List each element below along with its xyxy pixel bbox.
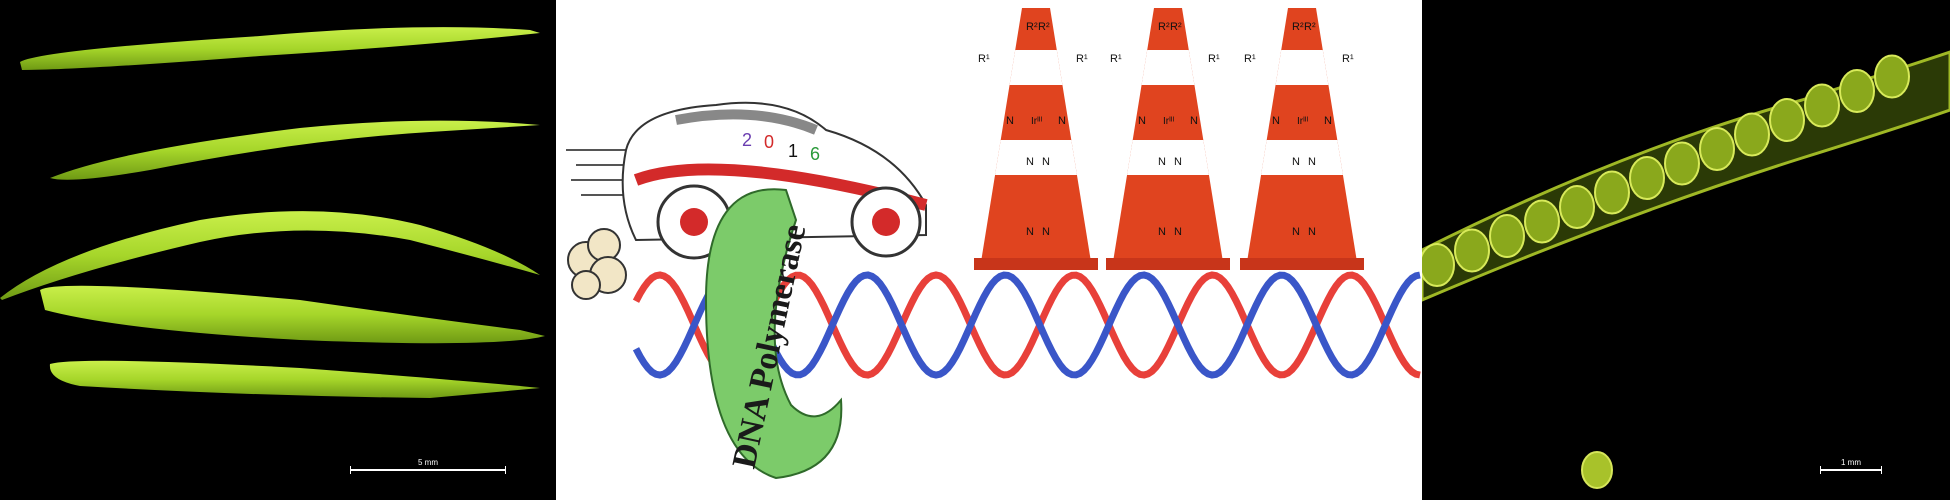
structure-label: N bbox=[1308, 226, 1316, 238]
dna-polymerase-illustration-panel: 2 0 1 6 DNA Polymerase R² R² R¹ R¹ N N Irᴵᴵᴵ N N… bbox=[556, 0, 1422, 500]
seeds-microscopy-photo bbox=[1422, 50, 1950, 489]
structure-label: R¹ bbox=[978, 53, 990, 65]
structure-label: N bbox=[1308, 156, 1316, 168]
structure-label: R² bbox=[1038, 21, 1050, 33]
structure-label: R² bbox=[1292, 21, 1304, 33]
structure-label: R¹ bbox=[1244, 53, 1256, 65]
seed bbox=[1422, 243, 1455, 287]
seed-pod bbox=[49, 360, 540, 398]
structure-label: N bbox=[1174, 156, 1182, 168]
structure-label: N bbox=[1042, 226, 1050, 238]
structure-label: R² bbox=[1026, 21, 1038, 33]
seed bbox=[1804, 83, 1840, 128]
seed-pod bbox=[50, 120, 540, 180]
structure-label: N bbox=[1324, 115, 1332, 127]
seed bbox=[1454, 228, 1490, 273]
seed bbox=[1734, 112, 1770, 157]
structure-label: N bbox=[1058, 115, 1066, 127]
seed bbox=[1769, 98, 1805, 142]
car-number: 0 bbox=[764, 132, 774, 152]
scale-bar: 5 mm bbox=[350, 458, 506, 474]
structure-label: N bbox=[1190, 115, 1198, 127]
structure-label: N bbox=[1006, 115, 1014, 127]
car-number: 1 bbox=[788, 141, 798, 161]
structure-label: N bbox=[1174, 226, 1182, 238]
seed-pod bbox=[0, 211, 540, 300]
structure-label: R¹ bbox=[1342, 53, 1354, 65]
seeds-microscopy-panel: 1 mm bbox=[1422, 0, 1950, 500]
seed-row bbox=[1422, 54, 1910, 287]
seed bbox=[1664, 141, 1700, 186]
structure-label: Irᴵᴵᴵ bbox=[1031, 116, 1042, 127]
seed bbox=[1524, 199, 1560, 244]
scale-bar-label: 5 mm bbox=[418, 458, 438, 467]
structure-label: N bbox=[1042, 156, 1050, 168]
seed bbox=[1594, 170, 1630, 215]
structure-label: N bbox=[1026, 226, 1034, 238]
structure-label: R¹ bbox=[1076, 53, 1088, 65]
loose-seed bbox=[1581, 451, 1613, 489]
seed-pod bbox=[40, 285, 545, 344]
structure-label: Irᴵᴵᴵ bbox=[1163, 116, 1174, 127]
structure-label: N bbox=[1138, 115, 1146, 127]
structure-label: R² bbox=[1158, 21, 1170, 33]
seed bbox=[1839, 69, 1875, 113]
scale-bar-line bbox=[1820, 466, 1882, 474]
structure-label: N bbox=[1292, 156, 1300, 168]
structure-label: R¹ bbox=[1110, 53, 1122, 65]
race-car: 2 0 1 6 bbox=[621, 101, 928, 260]
structure-label: Irᴵᴵᴵ bbox=[1297, 116, 1308, 127]
seed bbox=[1559, 185, 1595, 229]
seed bbox=[1629, 156, 1665, 200]
scale-bar-label: 1 mm bbox=[1841, 458, 1861, 467]
structure-label: R¹ bbox=[1208, 53, 1220, 65]
seed-pods-photo-panel: 5 mm bbox=[0, 0, 556, 500]
car-number: 2 bbox=[742, 130, 752, 150]
structure-label: N bbox=[1158, 226, 1166, 238]
scale-bar: 1 mm bbox=[1820, 458, 1882, 474]
structure-label: N bbox=[1292, 226, 1300, 238]
structure-label: R² bbox=[1304, 21, 1316, 33]
seed-pod bbox=[20, 27, 540, 70]
seed bbox=[1699, 127, 1735, 171]
car-number: 6 bbox=[810, 144, 820, 164]
exhaust-cloud bbox=[567, 228, 627, 300]
seed-pods-photo bbox=[0, 27, 545, 398]
dna-polymerase-enzyme: DNA Polymerase bbox=[704, 188, 843, 480]
structure-label: N bbox=[1272, 115, 1280, 127]
structure-label: N bbox=[1026, 156, 1034, 168]
structure-label: N bbox=[1158, 156, 1166, 168]
seed bbox=[1489, 214, 1525, 258]
scale-bar-line bbox=[350, 466, 506, 474]
seed bbox=[1874, 54, 1910, 99]
structure-label: R² bbox=[1170, 21, 1182, 33]
